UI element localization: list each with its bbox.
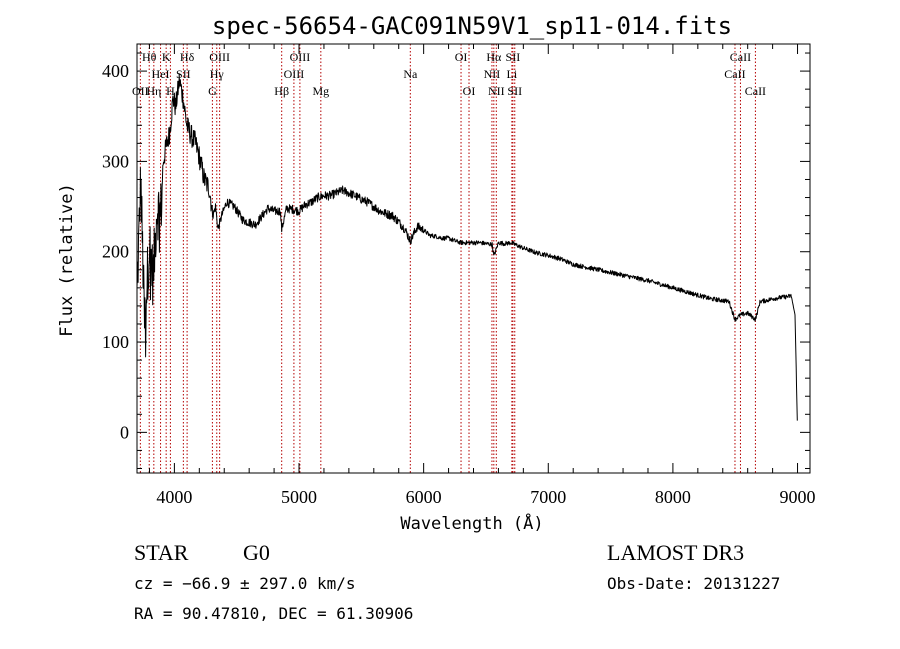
line-label: CaII [724,67,745,81]
x-axis-label: Wavelength (Å) [400,512,543,534]
line-label: SII [506,50,521,64]
y-axis-label: Flux (relative) [57,183,77,337]
line-label: CaII [745,84,766,98]
redshift-cz: cz = −66.9 ± 297.0 km/s [134,574,356,593]
line-label: SII [176,67,191,81]
line-label: Na [403,67,418,81]
line-label: NII [488,84,505,98]
ra-dec: RA = 90.47810, DEC = 61.30906 [134,604,414,623]
observation-date: Obs-Date: 20131227 [607,574,781,593]
x-tick-label: 9000 [780,487,816,507]
y-tick-label: 200 [102,242,129,262]
marker-lines [139,44,756,473]
line-label: Hγ [210,67,225,81]
line-label: CaII [730,50,751,64]
y-tick-label: 0 [120,422,129,442]
line-label: Hα [486,50,502,64]
line-label: H [166,84,175,98]
line-label: Hδ [180,50,195,64]
y-axis: 0 100 200 300 400 [102,52,810,469]
x-tick-label: 4000 [156,487,192,507]
spectrum-line [136,73,798,421]
line-label: Hβ [274,84,289,98]
line-label: G [208,84,217,98]
plot-frame [136,43,811,474]
line-label: OIII [209,50,230,64]
line-label: OII [132,84,149,98]
line-label: OIII [284,67,305,81]
line-label: HeI [152,67,170,81]
x-tick-label: 5000 [281,487,317,507]
y-tick-label: 400 [102,61,129,81]
survey-name: LAMOST DR3 [607,540,745,565]
x-axis: 4000 5000 6000 7000 8000 9000 [148,44,816,507]
line-label: OI [463,84,476,98]
line-labels: Hθ K Hδ OIII OIII OI Hα SII CaII HeI SII Hγ OIII Na NI… [132,50,766,98]
x-tick-label: 7000 [530,487,566,507]
object-class: STAR [134,540,189,565]
object-subclass: G0 [243,540,270,565]
line-label: Mg [312,84,329,98]
x-tick-label: 8000 [655,487,691,507]
line-label: Hθ [142,50,157,64]
y-tick-label: 300 [102,151,129,171]
x-tick-label: 6000 [406,487,442,507]
line-label: Hη [146,84,161,98]
line-label: OI [455,50,468,64]
y-tick-label: 100 [102,332,129,352]
line-label: OIII [290,50,311,64]
line-label: K [162,50,171,64]
chart-title: spec-56654-GAC091N59V1_sp11-014.fits [212,12,732,40]
line-label: Li [507,67,518,81]
line-label: SII [507,84,522,98]
line-label: NII [484,67,501,81]
